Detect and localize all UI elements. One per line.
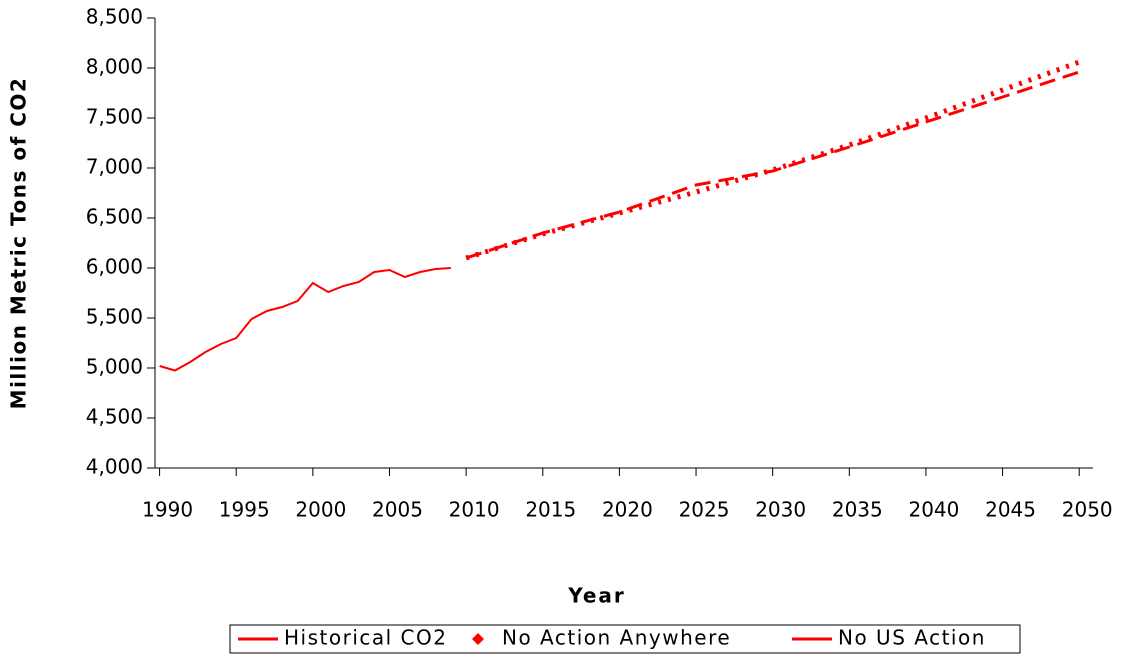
x-tick-label: 2030 — [755, 498, 806, 522]
x-tick-label: 2020 — [602, 498, 653, 522]
x-tick-label: 2050 — [1062, 498, 1113, 522]
series-line — [159, 267, 451, 372]
series-line — [465, 70, 1080, 260]
y-tick-label: 4,500 — [86, 405, 143, 429]
x-tick-label: 2005 — [372, 498, 423, 522]
x-tick-label: 2025 — [679, 498, 730, 522]
x-tick-label: 2010 — [449, 498, 500, 522]
y-tick-label: 7,500 — [86, 105, 143, 129]
x-axis-title: Year — [567, 584, 626, 608]
y-axis-title: Million Metric Tons of CO2 — [7, 77, 31, 410]
x-tick-label: 2035 — [832, 498, 883, 522]
x-tick-label: 1995 — [219, 498, 270, 522]
legend-label: No US Action — [838, 626, 986, 650]
legend-label: No Action Anywhere — [502, 626, 731, 650]
x-tick-label: 2040 — [908, 498, 959, 522]
y-tick-label: 4,000 — [86, 455, 143, 479]
y-tick-label: 6,000 — [86, 255, 143, 279]
y-tick-label: 7,000 — [86, 155, 143, 179]
legend-swatch — [472, 633, 484, 645]
y-tick-label: 6,500 — [86, 205, 143, 229]
x-tick-label: 1990 — [142, 498, 193, 522]
legend-box — [229, 624, 1021, 654]
y-tick-label: 5,500 — [86, 305, 143, 329]
y-tick-label: 8,500 — [86, 5, 143, 29]
y-tick-label: 8,000 — [86, 55, 143, 79]
legend-label: Historical CO2 — [284, 626, 447, 650]
y-tick-label: 5,000 — [86, 355, 143, 379]
x-tick-label: 2045 — [985, 498, 1036, 522]
x-tick-label: 2000 — [295, 498, 346, 522]
x-tick-label: 2015 — [525, 498, 576, 522]
